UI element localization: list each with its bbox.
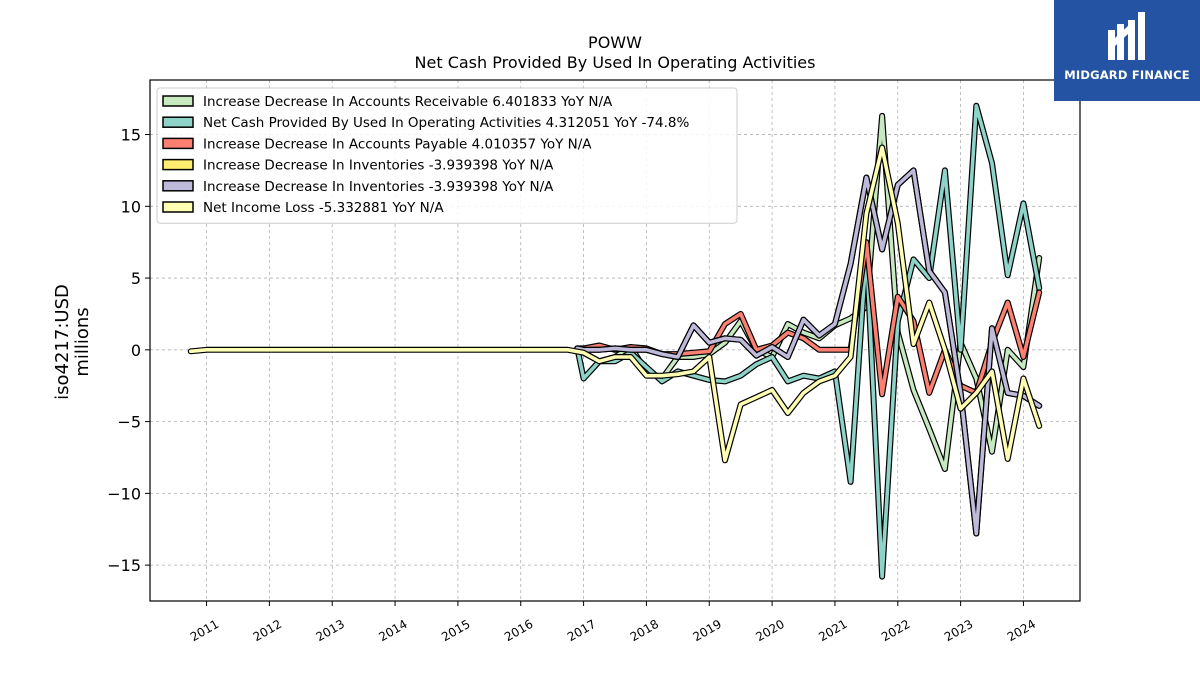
- legend-label: Increase Decrease In Accounts Receivable…: [203, 94, 613, 110]
- midgard-finance-logo: MIDGARD FINANCE: [1054, 0, 1200, 101]
- legend-label: Net Income Loss -5.332881 YoY N/A: [203, 200, 444, 216]
- legend-box: [156, 87, 738, 224]
- x-tick-label: 2018: [628, 617, 661, 644]
- y-tick-label: −10: [107, 484, 141, 503]
- x-tick-label: 2023: [942, 617, 975, 644]
- y-axis-label-line-1: iso4217:USD: [52, 284, 73, 400]
- series-line-5: [575, 168, 1041, 536]
- x-tick-label: 2016: [502, 617, 535, 644]
- x-tick-label: 2015: [439, 617, 472, 644]
- series-line-2: [575, 104, 1041, 579]
- x-tick-label: 2024: [1005, 617, 1038, 644]
- x-tick-label: 2012: [251, 617, 284, 644]
- legend-swatch: [162, 116, 194, 128]
- x-tick-label: 2013: [314, 617, 347, 644]
- y-axis-label-line-2: millions: [72, 307, 93, 376]
- plot-frame: [149, 79, 1081, 602]
- midgard-logo-icon: [1108, 12, 1145, 60]
- legend-swatch: [162, 158, 194, 171]
- legend: Increase Decrease In Accounts Receivable…: [156, 87, 738, 224]
- y-tick-label: 5: [131, 269, 141, 288]
- chart-subtitle: Net Cash Provided By Used In Operating A…: [415, 53, 816, 72]
- x-tick-label: 2022: [879, 617, 912, 644]
- legend-swatch: [162, 137, 194, 150]
- legend-label: Net Cash Provided By Used In Operating A…: [203, 115, 689, 131]
- y-axis-label: iso4217:USD millions: [52, 284, 93, 400]
- legend-label: Increase Decrease In Inventories -3.9393…: [203, 179, 554, 195]
- legend-swatch: [162, 180, 194, 192]
- series-lines: [187, 102, 1043, 580]
- x-tick-label: 2019: [691, 617, 724, 644]
- x-tick-label: 2020: [753, 617, 786, 644]
- legend-label: Increase Decrease In Accounts Payable 4.…: [203, 136, 592, 152]
- y-tick-label: −15: [107, 556, 141, 575]
- x-tick-label: 2014: [376, 617, 409, 644]
- y-tick-label: −5: [117, 413, 141, 432]
- x-tick-label: 2021: [816, 617, 849, 644]
- legend-swatch: [162, 95, 194, 107]
- x-tick-label: 2011: [188, 617, 221, 644]
- y-tick-label: 0: [131, 341, 141, 360]
- legend-label: Increase Decrease In Inventories -3.9393…: [203, 158, 554, 174]
- legend-swatch: [162, 201, 194, 213]
- x-tick-label: 2017: [565, 617, 598, 644]
- y-tick-label: 15: [121, 126, 141, 145]
- chart-title: POWW: [588, 33, 642, 52]
- y-tick-label: 10: [121, 197, 141, 216]
- series-line-6: [189, 145, 1041, 463]
- logo-text: MIDGARD FINANCE: [1064, 68, 1190, 82]
